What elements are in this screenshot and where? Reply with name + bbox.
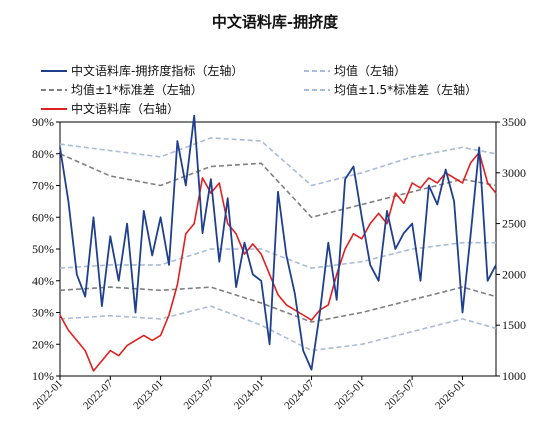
y-left-tick-label: 70%: [32, 179, 54, 193]
legend-label-band1: 均值±1*标准差（左轴）: [71, 82, 203, 97]
x-tick-label: 2023-01: [131, 378, 165, 412]
x-tick-label: 2025-01: [333, 378, 367, 412]
x-tick-label: 2024-07: [282, 377, 317, 412]
x-tick-label: 2022-07: [81, 377, 116, 412]
x-tick-label: 2023-07: [182, 377, 217, 412]
plot-area: [59, 114, 497, 372]
y-left-tick-label: 80%: [32, 147, 54, 161]
x-tick-label: 2026-01: [433, 378, 467, 412]
y-right-tick-label: 2000: [502, 267, 526, 281]
chart-title: 中文语料库-拥挤度: [212, 13, 339, 31]
series-line-band1-upper: [59, 153, 497, 219]
legend-label-index: 中文语料库（右轴）: [71, 101, 179, 116]
plot-frame: [59, 121, 497, 377]
y-left-tick-label: 20%: [32, 337, 54, 351]
y-left-tick-label: 30%: [32, 306, 54, 320]
y-right-tick-label: 3500: [502, 115, 526, 129]
series-line-band15-lower: [59, 305, 497, 352]
series-line-crowding: [59, 114, 497, 371]
y-right-tick-label: 1000: [502, 369, 526, 383]
series-line-band15-upper: [59, 137, 497, 187]
y-right-tick-label: 1500: [502, 318, 526, 332]
legend-label-band15: 均值±1.5*标准差（左轴）: [334, 82, 477, 97]
y-left-tick-label: 90%: [32, 115, 54, 129]
series-line-mean: [59, 241, 496, 269]
y-left-tick-label: 60%: [32, 210, 54, 224]
x-tick-label: 2024-01: [232, 378, 266, 412]
legend: 中文语料库-拥挤度指标（左轴） 均值（左轴） 均值±1*标准差（左轴） 均值±1…: [41, 63, 477, 116]
y-right-tick-label: 3000: [502, 166, 526, 180]
legend-label-mean: 均值（左轴）: [334, 63, 406, 78]
series-line-index: [59, 151, 497, 372]
y-right-tick-label: 2500: [502, 217, 526, 231]
x-tick-label: 2025-07: [383, 377, 418, 412]
series-line-band1-lower: [59, 286, 497, 323]
y-left-tick-label: 50%: [32, 242, 54, 256]
y-left-tick-label: 10%: [32, 369, 54, 383]
y-left-tick-label: 40%: [32, 274, 54, 288]
axes: 10% 20% 30% 40% 50% 60% 70% 80% 90% 1000 1500 2000 2…: [31, 115, 526, 412]
legend-label-crowding: 中文语料库-拥挤度指标（左轴）: [71, 63, 243, 78]
